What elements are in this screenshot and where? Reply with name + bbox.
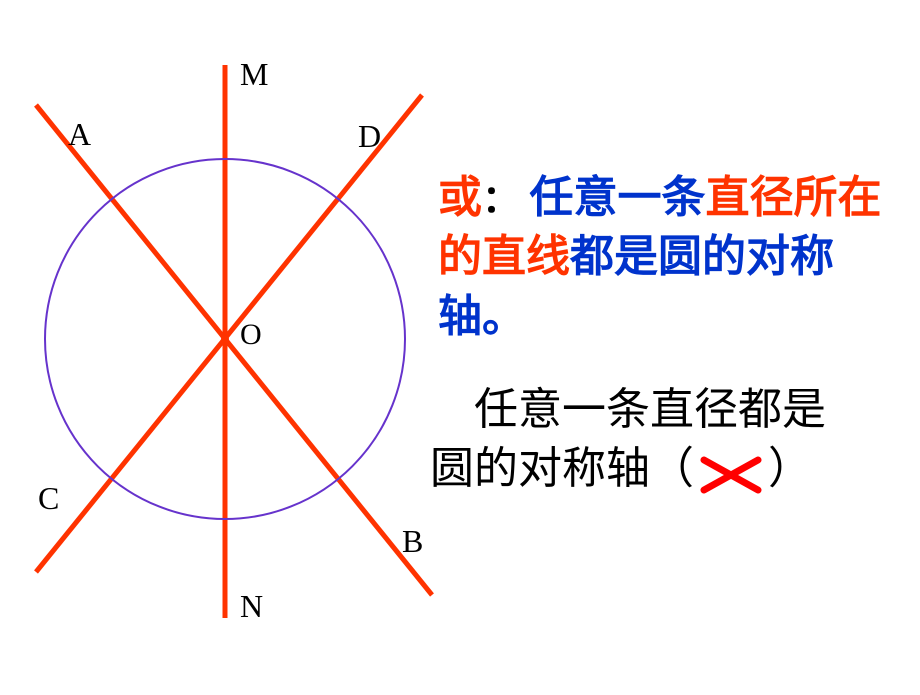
point-label-D: D <box>358 118 381 155</box>
text-char: 的 <box>438 232 482 281</box>
judgement-pre: 圆的对称轴（ <box>430 444 694 493</box>
text-char: 线 <box>526 232 570 281</box>
point-label-N: N <box>240 588 263 625</box>
text-char: 。 <box>482 292 526 341</box>
judgement-post: ） <box>768 444 812 493</box>
statement-judgement: 任意一条直径都是圆的对称轴（ ） <box>430 380 920 499</box>
text-char: 对 <box>746 232 790 281</box>
text-char: 径 <box>750 173 794 222</box>
text-char: 任 <box>530 173 574 222</box>
text-char: 一 <box>618 173 662 222</box>
text-char: 或 <box>438 173 482 222</box>
center-point <box>221 335 229 343</box>
diameter-line <box>36 105 432 595</box>
text-char: 直 <box>482 232 526 281</box>
judgement-line2: 圆的对称轴（ ） <box>430 439 920 498</box>
diagram-svg <box>0 0 460 690</box>
point-label-A: A <box>68 116 91 153</box>
point-label-O: O <box>240 318 262 352</box>
text-char: 称 <box>790 232 834 281</box>
diameter-line <box>36 95 422 572</box>
circle-diagram <box>0 0 460 690</box>
text-char: 都 <box>570 232 614 281</box>
statement-or: 或： 任意一条直径所在的直线都是圆的对称轴。 <box>438 168 908 346</box>
text-char: 的 <box>702 232 746 281</box>
point-label-B: B <box>402 523 423 560</box>
cross-icon <box>700 450 762 488</box>
text-char: ： <box>482 179 520 221</box>
point-label-M: M <box>240 56 268 93</box>
text-char: 轴 <box>438 292 482 341</box>
text-char: 意 <box>574 173 618 222</box>
text-char: 直 <box>706 173 750 222</box>
text-char: 圆 <box>658 232 702 281</box>
text-char: 所 <box>794 173 838 222</box>
judgement-line1: 任意一条直径都是 <box>430 380 920 439</box>
text-char <box>520 179 530 221</box>
text-char: 条 <box>662 173 706 222</box>
point-label-C: C <box>38 480 59 517</box>
text-char: 在 <box>838 173 882 222</box>
text-char: 是 <box>614 232 658 281</box>
